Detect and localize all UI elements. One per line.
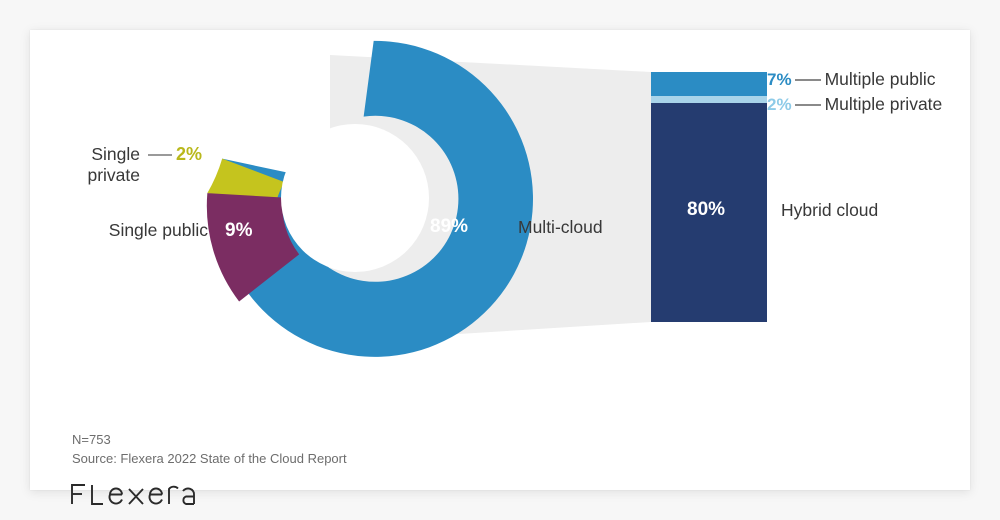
- donut-segment-single-private: [207, 158, 285, 201]
- legend-value-multiple-private: 2%: [767, 94, 792, 114]
- bar-label-hybrid-cloud: Hybrid cloud: [781, 200, 879, 220]
- legend-item-multiple-public: 7% Multiple public: [767, 69, 935, 90]
- donut-value-multi-cloud: 89%: [430, 216, 469, 237]
- legend-label-multiple-public: Multiple public: [824, 69, 936, 89]
- chart-card: 89% Multi-cloud 9% Single public Single …: [30, 30, 970, 505]
- donut-segment-single-public: [206, 193, 300, 302]
- donut-value-single-public: 9%: [225, 220, 253, 241]
- leader-line-single-private: [148, 154, 172, 156]
- figure-area: [30, 30, 970, 400]
- bar-segment-multiple-public: [651, 72, 767, 96]
- bar-segment-multiple-private: [651, 96, 767, 103]
- stacked-bar: [651, 72, 767, 322]
- bar-value-hybrid-cloud: 80%: [687, 199, 726, 220]
- legend-dash-icon: [794, 103, 821, 106]
- donut-label-multi-cloud: Multi-cloud: [518, 217, 603, 237]
- footer: N=753 Source: Flexera 2022 State of the …: [72, 430, 347, 468]
- legend-label-multiple-private: Multiple private: [824, 94, 943, 114]
- donut-label-single-public: Single public: [108, 220, 208, 240]
- legend-dash-icon: [794, 78, 821, 81]
- legend-item-multiple-private: 2% Multiple private: [767, 94, 942, 115]
- flexera-logo: [70, 482, 202, 508]
- chart-svg: [206, 40, 767, 357]
- sample-size: N=753: [72, 432, 111, 447]
- donut-label-single-private: Single private: [30, 144, 140, 186]
- flexera-wordmark-icon: [71, 484, 195, 505]
- donut-value-single-private: 2%: [176, 144, 203, 164]
- bar-segment-hybrid-cloud: [651, 103, 767, 322]
- single-private-line2: private: [87, 165, 140, 185]
- source-note: Source: Flexera 2022 State of the Cloud …: [72, 451, 347, 466]
- donut-chart: [206, 40, 534, 357]
- single-private-line1: Single: [91, 144, 140, 164]
- legend-value-multiple-public: 7%: [767, 69, 792, 89]
- donut-segment-multi-cloud: [217, 40, 534, 357]
- donut-hole: [281, 124, 429, 272]
